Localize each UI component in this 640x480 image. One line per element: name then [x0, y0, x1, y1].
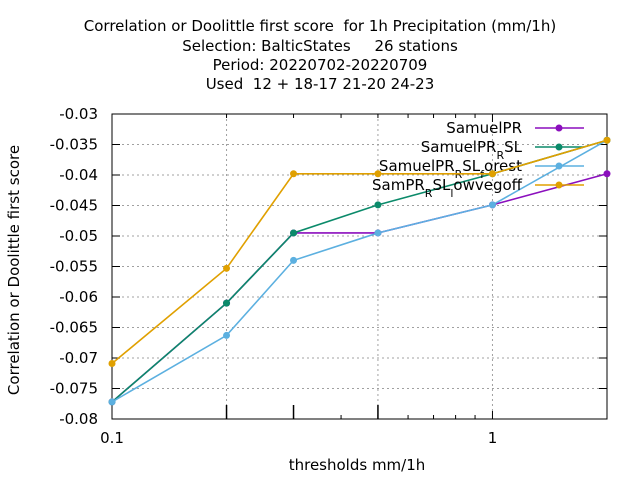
data-point: [223, 299, 231, 307]
chart-subtitle-used: Used 12 + 18-17 21-20 24-23: [205, 75, 435, 93]
data-point: [374, 170, 382, 178]
series-line: [111, 139, 608, 403]
y-tick-label: -0.055: [50, 258, 98, 276]
data-point: [374, 201, 382, 209]
legend-swatch-point: [555, 181, 563, 189]
y-tick-label: -0.06: [59, 288, 98, 306]
series-2: [108, 136, 611, 406]
chart-subtitle-period: Period: 20220702-20220709: [212, 56, 428, 74]
y-tick-label: -0.05: [59, 227, 98, 245]
chart-subtitle-selection: Selection: BalticStates 26 stations: [182, 37, 458, 55]
legend-swatch-point: [555, 124, 563, 132]
data-point: [603, 170, 611, 178]
data-point: [374, 229, 382, 237]
data-point: [488, 201, 496, 209]
y-tick-label: -0.065: [50, 319, 98, 337]
series-3: [108, 136, 611, 406]
y-tick-label: -0.07: [59, 349, 98, 367]
y-axis-label: Correlation or Doolittle first score: [5, 144, 23, 396]
legend-label: SamuelPR: [446, 119, 522, 137]
series-4: [108, 136, 611, 367]
legend-swatch-point: [555, 162, 563, 170]
y-tick-label: -0.08: [59, 410, 98, 428]
data-point: [290, 170, 298, 178]
legend-label: SamPRRSLlowvegoff: [372, 176, 523, 200]
data-point: [223, 331, 231, 339]
data-point: [603, 136, 611, 144]
series-line: [111, 139, 608, 403]
y-tick-label: -0.04: [59, 166, 98, 184]
y-tick-label: -0.045: [50, 197, 98, 215]
data-point: [488, 170, 496, 178]
chart-title: Correlation or Doolittle first score for…: [83, 17, 557, 35]
data-point: [223, 264, 231, 272]
plot-frame: [111, 113, 608, 420]
data-point: [290, 229, 298, 237]
data-point: [290, 256, 298, 264]
x-axis-label: thresholds mm/1h: [288, 456, 426, 474]
y-tick-label: -0.075: [50, 380, 98, 398]
legend-label: SamuelPRRSL: [421, 138, 523, 162]
y-tick-label: -0.03: [59, 105, 98, 123]
data-point: [108, 359, 116, 367]
series-line: [111, 139, 608, 365]
series-line: [111, 173, 608, 403]
x-tick-label: 0.1: [100, 429, 124, 447]
y-tick-label: -0.035: [50, 136, 98, 154]
x-tick-label: 1: [488, 429, 498, 447]
data-point: [108, 398, 116, 406]
legend-swatch-point: [555, 143, 563, 151]
